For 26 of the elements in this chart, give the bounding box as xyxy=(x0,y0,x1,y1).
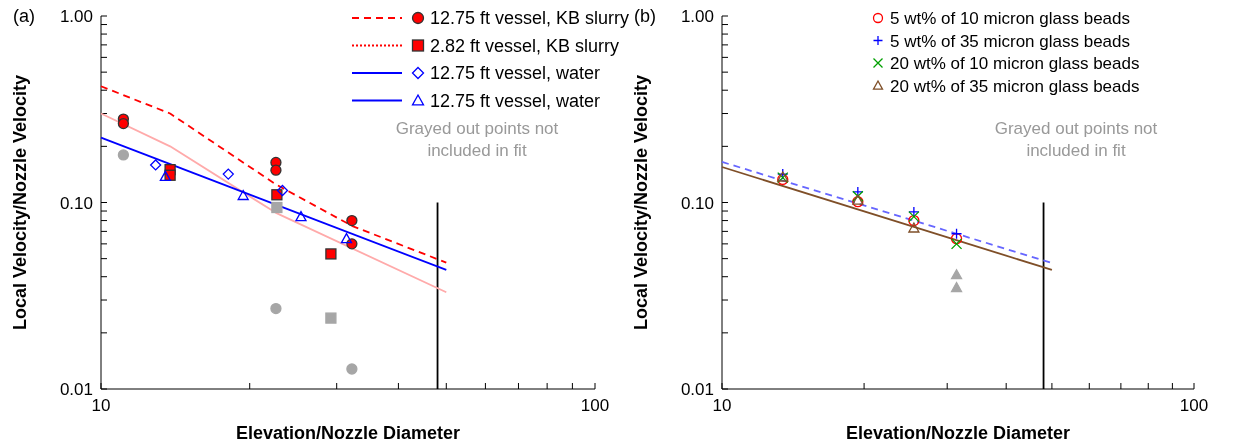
legend-label: 20 wt% of 35 micron glass beads xyxy=(890,76,1140,96)
y-axis-title: Local Velocity/Nozzle Velocity xyxy=(631,74,651,331)
y-tick-label: 0.10 xyxy=(59,193,93,213)
x-axis-title: Elevation/Nozzle Diameter xyxy=(845,423,1071,443)
x-axis-title: Elevation/Nozzle Diameter xyxy=(235,423,461,443)
annotation: Grayed out points not included in fit xyxy=(994,119,1158,160)
legend-label: 5 wt% of 10 micron glass beads xyxy=(890,9,1131,28)
y-axis-title: Local Velocity/Nozzle Velocity xyxy=(10,74,30,331)
y-tick-label: 0.01 xyxy=(59,380,93,399)
legend-label: 20 wt% of 10 micron glass beads xyxy=(890,54,1140,73)
legend-label: 2.82 ft vessel, KB slurry xyxy=(430,35,620,56)
x-tick-label: 100 xyxy=(580,396,610,415)
legend-label: 12.75 ft vessel, water xyxy=(430,63,601,83)
chart-title: (b) xyxy=(634,6,656,26)
chart-title: (a) xyxy=(13,6,35,26)
y-tick-label: 0.01 xyxy=(680,380,714,399)
annotation: Grayed out points not included in fit xyxy=(395,119,559,160)
y-tick-label: 1.00 xyxy=(59,7,93,26)
legend-label: 12.75 ft vessel, KB slurry xyxy=(430,8,630,28)
x-tick-label: 100 xyxy=(1179,396,1209,415)
x-tick-label: 10 xyxy=(91,396,111,415)
y-tick-label: 0.10 xyxy=(680,193,714,213)
x-tick-label: 10 xyxy=(712,396,732,415)
legend-label: 5 wt% of 35 micron glass beads xyxy=(890,31,1131,51)
y-tick-label: 1.00 xyxy=(680,7,714,26)
legend-label: 12.75 ft vessel, water xyxy=(430,90,601,111)
